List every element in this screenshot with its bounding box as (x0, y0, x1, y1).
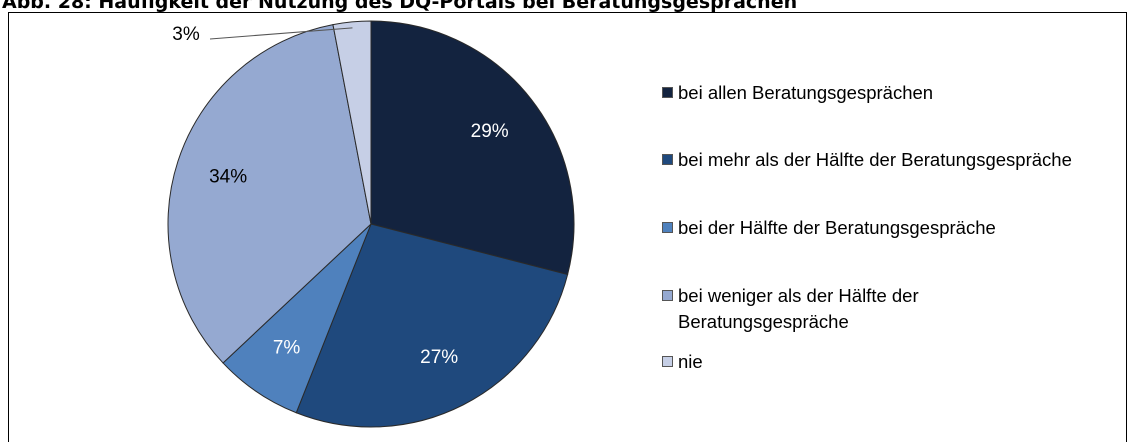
legend-swatch (662, 87, 673, 98)
legend-swatch (662, 222, 673, 233)
chart-frame (8, 12, 1127, 442)
pie-slice (332, 20, 372, 225)
data-label: 27% (420, 347, 458, 368)
legend-label: bei allen Beratungsgesprächen (678, 82, 934, 103)
legend-swatch (662, 154, 673, 165)
data-label: 34% (209, 167, 247, 188)
legend-label: bei weniger als der Hälfte der Beratungs… (678, 285, 919, 332)
chart-title: Abb. 28: Häufigkeit der Nutzung des DQ-P… (2, 0, 798, 13)
legend-swatch (662, 356, 673, 367)
data-label: 7% (273, 337, 301, 358)
legend-label: bei der Hälfte der Beratungsgespräche (678, 217, 996, 238)
legend-label: bei mehr als der Hälfte der Beratungsges… (678, 149, 1072, 170)
data-label: 29% (471, 121, 509, 142)
pie-slice (295, 223, 569, 428)
data-label: 3% (172, 24, 200, 45)
pie-slice (167, 24, 372, 364)
legend-label: nie (678, 351, 703, 372)
legend-swatch (662, 290, 673, 301)
pie-slice (370, 20, 575, 276)
leader-line (209, 27, 353, 40)
